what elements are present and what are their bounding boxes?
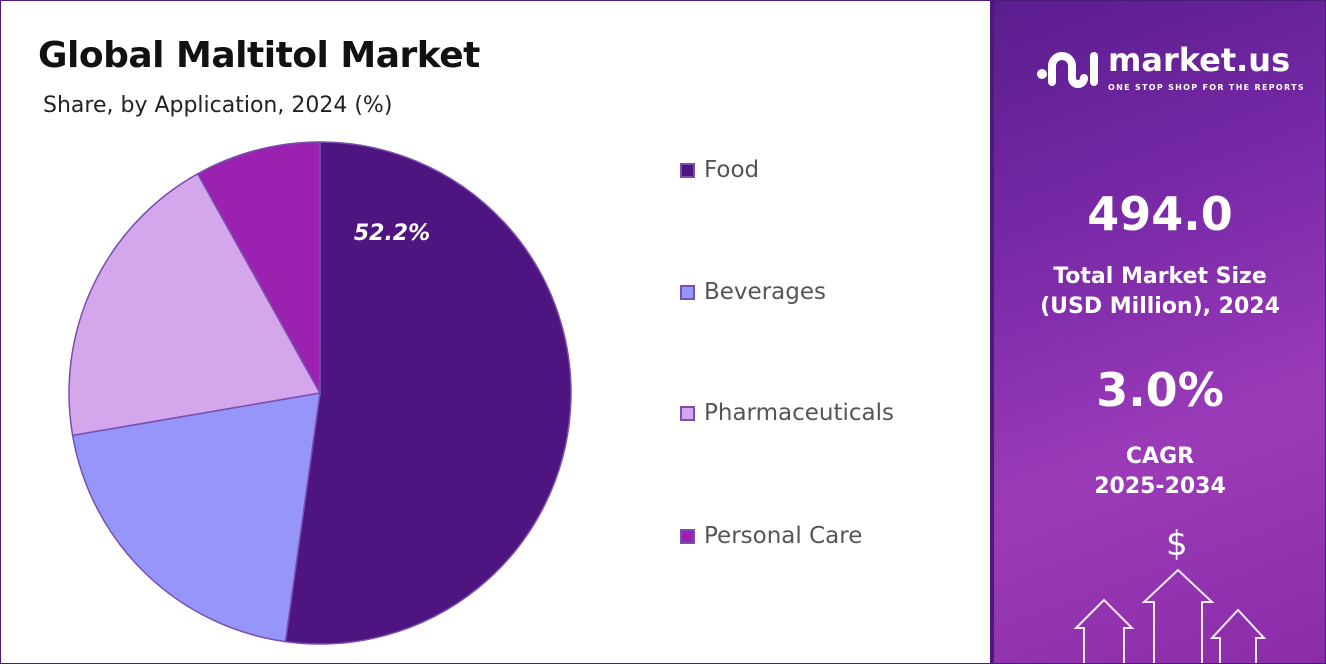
legend-item-pharmaceuticals: Pharmaceuticals — [680, 398, 894, 428]
stats-panel: market.us ONE STOP SHOP FOR THE REPORTS … — [990, 0, 1326, 664]
chart-subtitle: Share, by Application, 2024 (%) — [43, 93, 393, 118]
brand-logo: market.us ONE STOP SHOP FOR THE REPORTS — [1034, 40, 1305, 94]
legend-label: Pharmaceuticals — [704, 400, 894, 426]
market-size-label: Total Market Size — [1053, 264, 1267, 289]
growth-arrows-icon — [1074, 568, 1267, 664]
legend-item-personal-care: Personal Care — [680, 521, 862, 551]
legend-swatch — [680, 528, 695, 544]
chart-title: Global Maltitol Market — [38, 35, 480, 76]
pie-slice-personal-care — [196, 141, 321, 396]
legend-label: Beverages — [704, 279, 826, 305]
pie-chart: 52.2% — [68, 141, 572, 645]
legend-swatch — [680, 162, 695, 178]
legend-item-food: Food — [680, 155, 759, 185]
cagr-value: 3.0% — [1096, 363, 1224, 417]
cagr-label: CAGR — [1125, 444, 1195, 469]
chart-panel: Global Maltitol Market Share, by Applica… — [38, 35, 894, 645]
legend-label: Food — [704, 157, 760, 183]
market-size-label-2: (USD Million), 2024 — [1040, 294, 1280, 319]
pie-slice-pharmaceuticals — [68, 172, 322, 437]
legend-label: Personal Care — [704, 523, 863, 549]
brand-tagline: ONE STOP SHOP FOR THE REPORTS — [1108, 83, 1305, 92]
brand-name: market.us — [1108, 41, 1291, 79]
pie-slice-food — [284, 141, 572, 645]
data-label-food: 52.2% — [354, 221, 430, 246]
legend-swatch — [680, 284, 695, 300]
legend-swatch — [680, 405, 695, 421]
logo-icon — [1037, 52, 1098, 88]
pie-slice-beverages — [71, 392, 321, 643]
legend-item-beverages: Beverages — [680, 277, 826, 307]
market-size-value: 494.0 — [1087, 187, 1233, 241]
cagr-period: 2025-2034 — [1094, 474, 1226, 499]
dollar-icon: $ — [1166, 524, 1188, 564]
